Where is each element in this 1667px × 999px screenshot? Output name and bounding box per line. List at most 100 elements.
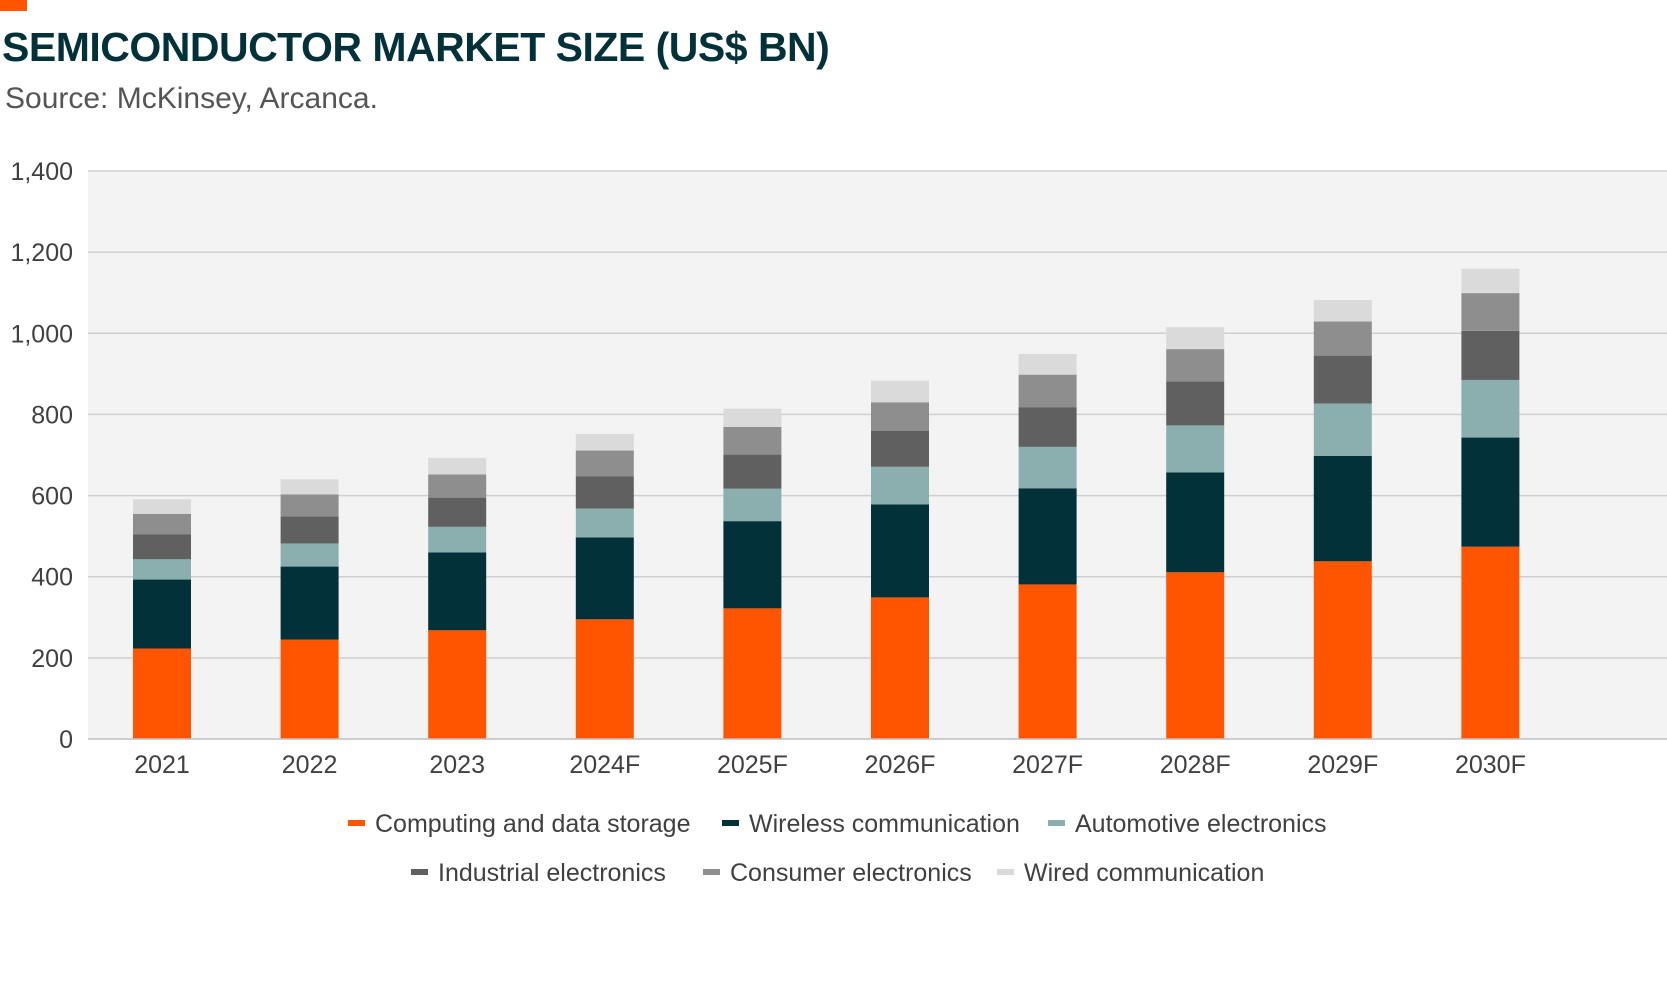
bar-segment	[428, 552, 487, 631]
bar-segment	[575, 619, 634, 739]
y-tick-label: 0	[59, 726, 73, 754]
x-tick-label: 2030F	[1455, 751, 1526, 779]
y-tick-label: 1,000	[10, 320, 73, 348]
bar-segment	[871, 597, 929, 739]
bar-segment	[1313, 455, 1372, 562]
bar-segment	[1018, 374, 1077, 408]
bar-segment	[428, 474, 487, 498]
bar-segment	[1166, 327, 1225, 350]
bar-segment	[575, 450, 634, 477]
legend-item: Automotive electronics	[1048, 810, 1327, 838]
bar-segment	[723, 488, 782, 522]
bar-segment	[1018, 488, 1077, 585]
x-tick-label: 2029F	[1307, 751, 1378, 779]
legend-label: Computing and data storage	[375, 810, 691, 838]
bar-segment	[280, 516, 339, 544]
bar-segment	[723, 521, 782, 609]
bar-segment	[871, 380, 929, 403]
bar-segment	[428, 457, 487, 475]
y-tick-label: 1,200	[10, 239, 73, 267]
chart-source: Source: McKinsey, Arcanca.	[5, 82, 378, 115]
bar-segment	[280, 543, 339, 567]
bar-segment	[1018, 407, 1077, 447]
y-tick-label: 600	[31, 483, 73, 511]
bar-segment	[1166, 472, 1225, 573]
bar-segment	[1166, 572, 1225, 739]
bar-segment	[871, 402, 929, 431]
accent-bar	[0, 0, 27, 11]
bar-segment	[1313, 403, 1372, 456]
bar-segment	[280, 566, 339, 640]
bar-segment	[280, 479, 339, 495]
legend: Computing and data storage Wireless commu…	[348, 810, 1327, 887]
bar-segment	[133, 648, 191, 739]
bar-segment	[575, 537, 634, 620]
bar-segment	[575, 433, 634, 451]
bar-segment	[133, 513, 191, 535]
x-tick-label: 2021	[134, 751, 190, 779]
bar-segment	[871, 504, 929, 598]
bar-segment	[575, 476, 634, 509]
x-axis-ticks: 2021 2022 2023 2024F 2025F 2026F 2027F 2028F 202…	[134, 751, 1526, 779]
x-tick-label: 2027F	[1012, 751, 1083, 779]
legend-label: Automotive electronics	[1075, 810, 1327, 838]
x-tick-label: 2022	[282, 751, 338, 779]
bar-segment	[1461, 437, 1520, 547]
chart-title: SEMICONDUCTOR MARKET SIZE (US$ BN)	[2, 24, 830, 70]
y-tick-label: 800	[31, 401, 73, 429]
legend-label: Industrial electronics	[438, 859, 666, 887]
legend-swatch	[997, 869, 1014, 875]
bar-segment	[723, 408, 782, 428]
legend-swatch	[348, 820, 365, 826]
legend-item: Wired communication	[997, 859, 1264, 887]
bar-segment	[133, 499, 191, 514]
bar-segment	[1461, 379, 1520, 438]
bar-segment	[133, 579, 191, 649]
bar-segment	[1166, 381, 1225, 426]
y-tick-label: 200	[31, 645, 73, 673]
bar-segment	[428, 630, 487, 739]
bar-segment	[280, 494, 339, 517]
legend-label: Wireless communication	[749, 810, 1020, 838]
bar-segment	[1313, 300, 1372, 322]
x-tick-label: 2025F	[717, 751, 788, 779]
bar-segment	[723, 608, 782, 739]
bar-segment	[1461, 330, 1520, 380]
x-tick-label: 2023	[429, 751, 485, 779]
bar-segment	[428, 526, 487, 553]
bar-segment	[1166, 425, 1225, 473]
bar-segment	[280, 639, 339, 739]
bars	[133, 268, 1520, 739]
x-tick-label: 2028F	[1160, 751, 1231, 779]
legend-item: Industrial electronics	[411, 859, 666, 887]
x-tick-label: 2026F	[865, 751, 936, 779]
y-axis-ticks: 0 200 400 600 800 1,000 1,200 1,400	[10, 158, 73, 754]
legend-label: Wired communication	[1024, 859, 1264, 887]
bar-segment	[575, 508, 634, 538]
bar-segment	[723, 454, 782, 489]
bar-segment	[1018, 446, 1077, 489]
bar-segment	[871, 430, 929, 467]
legend-swatch	[722, 820, 739, 826]
bar-segment	[1461, 293, 1520, 331]
bar-segment	[723, 427, 782, 455]
bar-segment	[1313, 321, 1372, 356]
bar-segment	[133, 534, 191, 560]
bar-segment	[1166, 349, 1225, 382]
y-tick-label: 400	[31, 564, 73, 592]
bar-segment	[1018, 353, 1077, 375]
legend-swatch	[1048, 820, 1065, 826]
legend-label: Consumer electronics	[730, 859, 972, 887]
stacked-bar-chart: 0 200 400 600 800 1,000 1,200 1,400 2021 2022 202…	[10, 158, 1667, 887]
legend-swatch	[411, 869, 428, 875]
bar-segment	[428, 497, 487, 527]
bar-segment	[1461, 268, 1520, 294]
bar-segment	[1313, 355, 1372, 404]
bar-segment	[133, 559, 191, 580]
bar-segment	[1018, 584, 1077, 739]
legend-swatch	[703, 869, 720, 875]
legend-item: Consumer electronics	[703, 859, 972, 887]
y-tick-label: 1,400	[10, 158, 73, 186]
legend-item: Wireless communication	[722, 810, 1020, 838]
bar-segment	[1313, 561, 1372, 739]
